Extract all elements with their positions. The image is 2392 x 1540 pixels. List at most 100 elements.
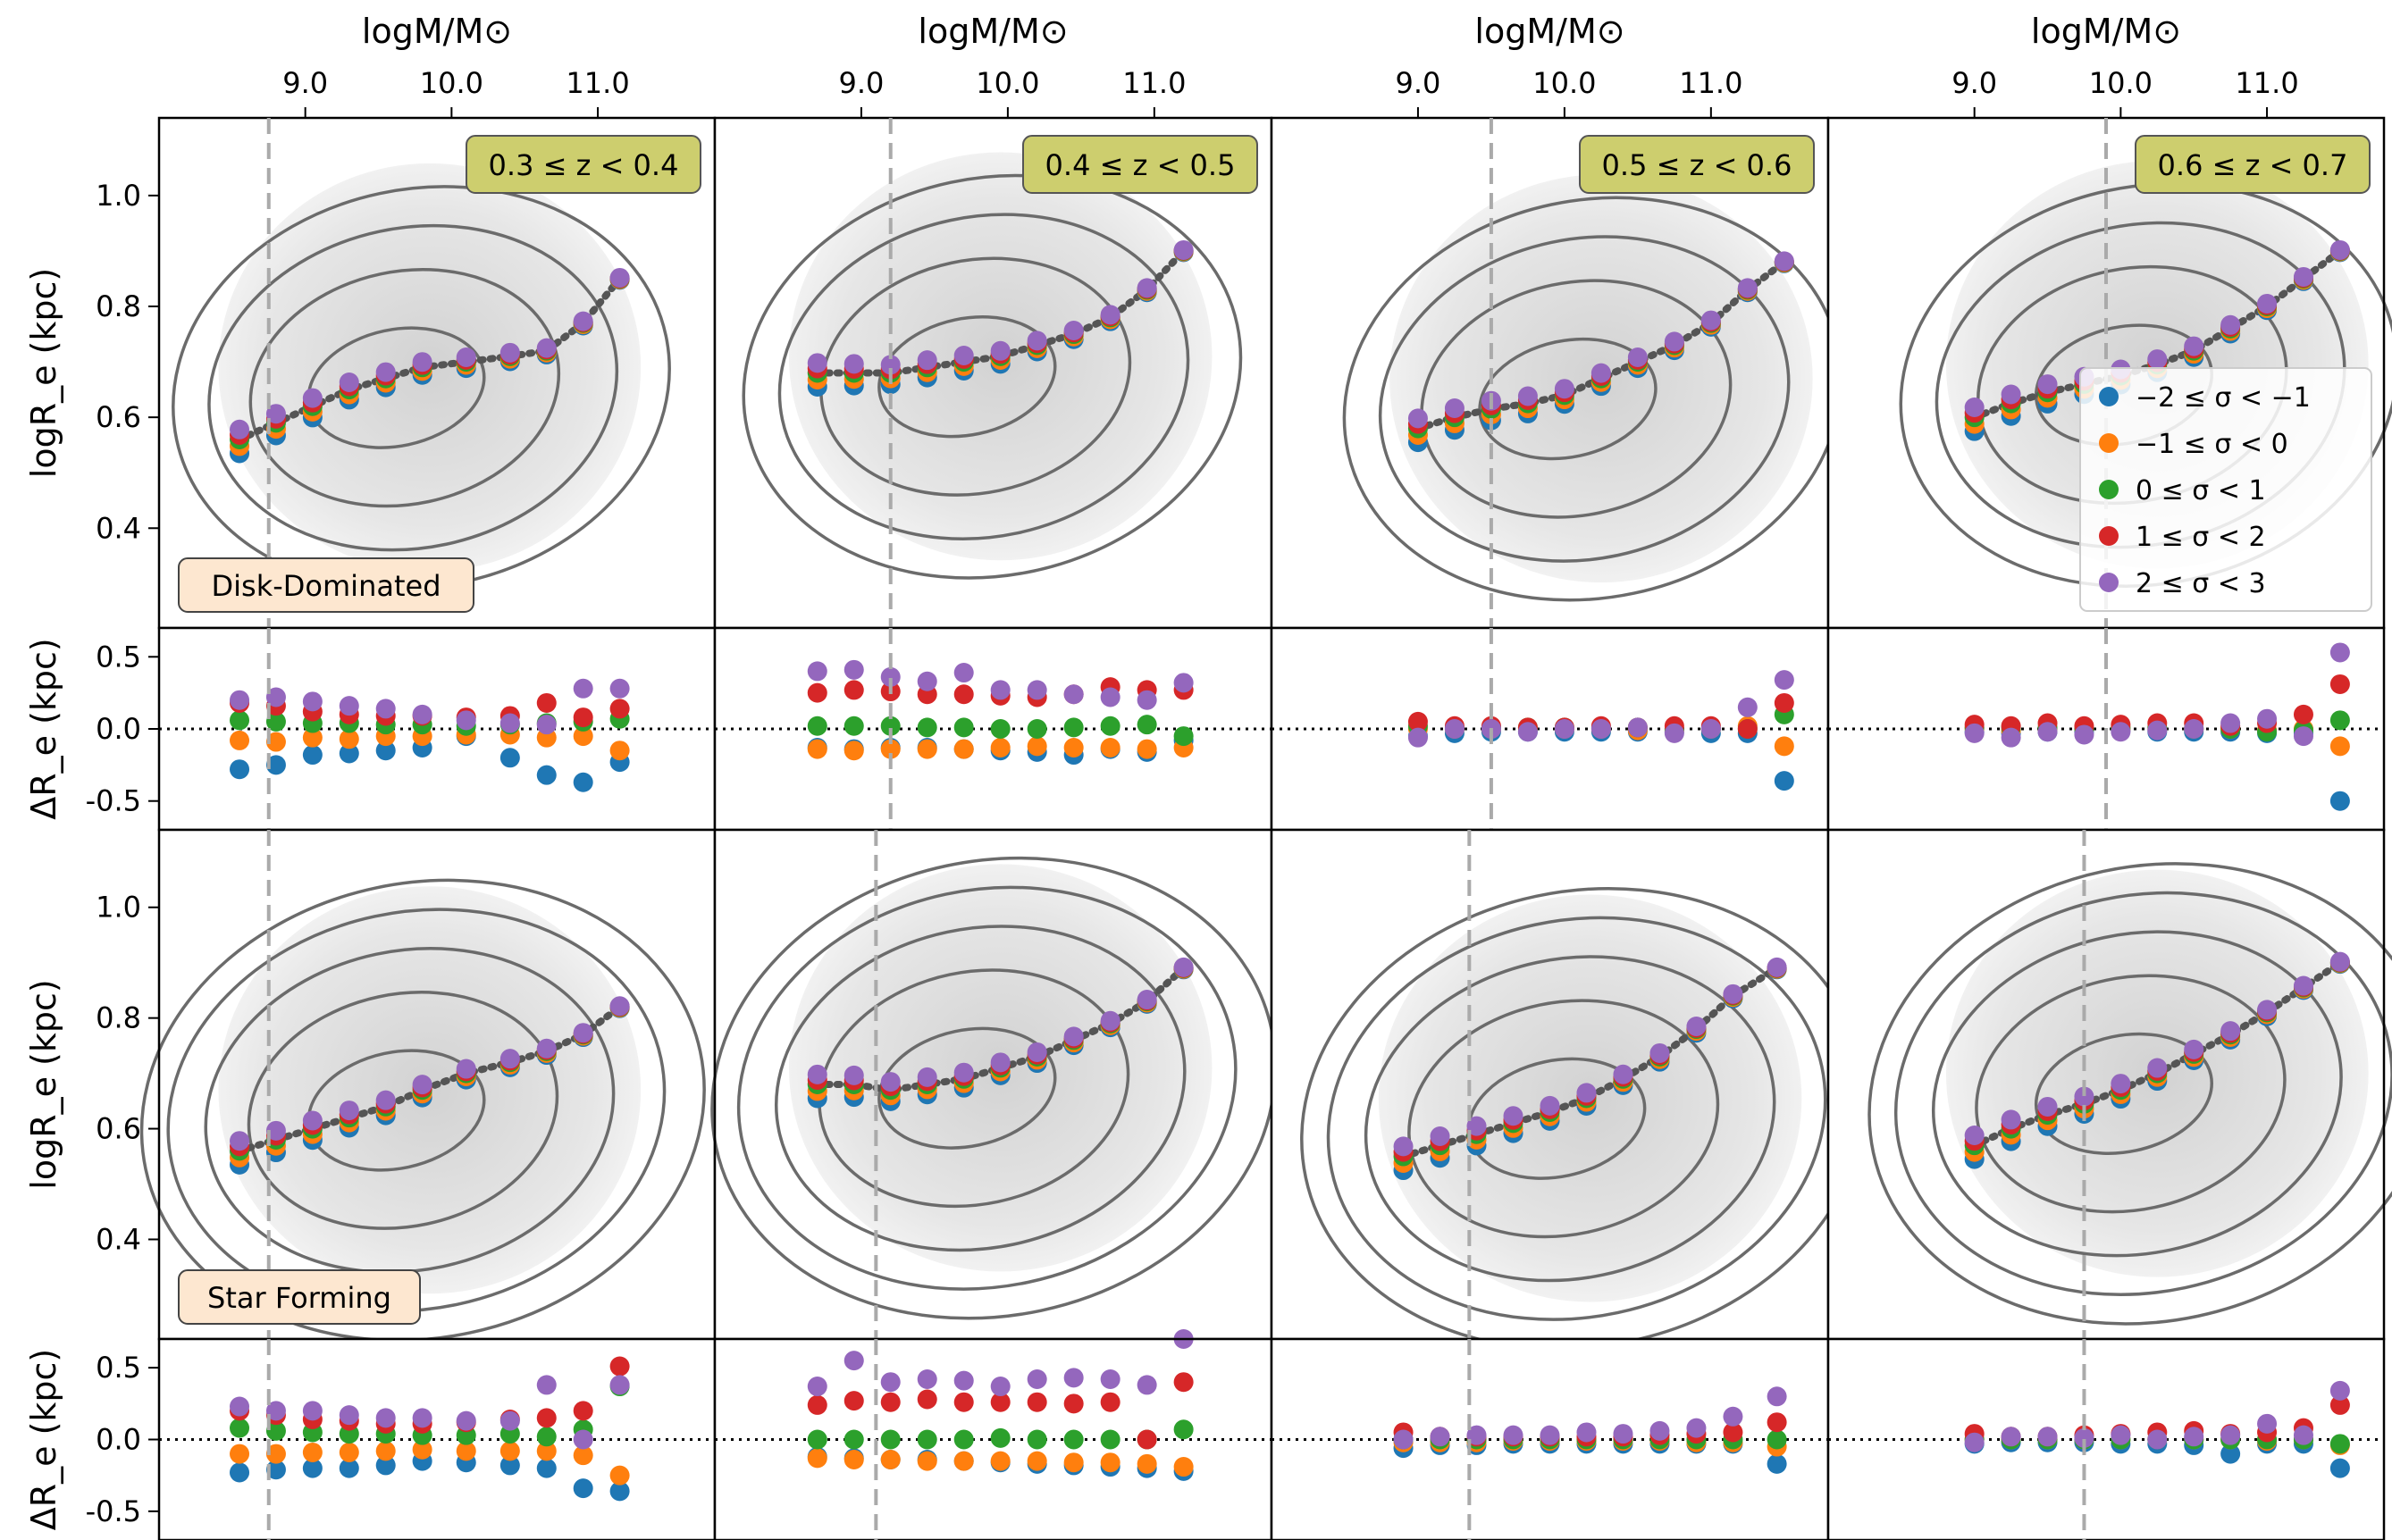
residual-point-sigma-m2 (375, 1455, 396, 1476)
y-axis-title: logR_e (kpc) (24, 979, 63, 1189)
data-point-sigma-2 (2037, 374, 2058, 395)
data-point-sigma-2 (1774, 251, 1794, 272)
residual-point-sigma-0 (1767, 1429, 1787, 1450)
residual-point-sigma-1 (843, 1391, 864, 1411)
residual-point-sigma-2 (2001, 727, 2021, 748)
residual-point-sigma-0 (807, 1429, 827, 1450)
residual-point-sigma-0 (880, 716, 901, 736)
residual-point-sigma-2 (953, 1370, 974, 1391)
residual-point-sigma-2 (2037, 1427, 2058, 1447)
panel-background (159, 628, 715, 830)
residual-point-sigma-0 (917, 717, 937, 738)
residual-point-sigma-m1 (2329, 736, 2350, 757)
data-point-sigma-2 (2293, 266, 2313, 287)
residual-point-sigma-1 (953, 684, 974, 705)
top-tick-label: 11.0 (1122, 66, 1186, 100)
top-tick-label: 10.0 (976, 66, 1039, 100)
main-panel (139, 828, 717, 1343)
residual-point-sigma-1 (917, 1389, 937, 1410)
residual-point-sigma-m1 (953, 1451, 974, 1471)
data-point-sigma-2 (2329, 239, 2350, 260)
residual-point-sigma-2 (573, 678, 593, 699)
residual-point-sigma-2 (2329, 642, 2350, 663)
residual-point-sigma-0 (843, 1429, 864, 1450)
residual-point-sigma-m2 (1767, 1453, 1787, 1474)
data-point-sigma-2 (2293, 975, 2313, 996)
residual-point-sigma-1 (1407, 711, 1428, 732)
data-point-sigma-2 (1554, 379, 1574, 399)
residual-point-sigma-m1 (990, 1451, 1011, 1471)
residual-point-sigma-m1 (230, 730, 250, 750)
data-point-sigma-2 (2074, 1086, 2094, 1107)
density-contour (877, 1026, 1057, 1150)
residual-point-sigma-2 (1027, 680, 1047, 700)
residual-point-sigma-0 (990, 719, 1011, 739)
data-point-sigma-2 (536, 1038, 557, 1059)
residual-point-sigma-2 (1964, 1432, 1985, 1452)
residual-point-sigma-1 (1723, 1422, 1743, 1443)
residual-point-sigma-m2 (1774, 771, 1794, 791)
data-point-sigma-2 (1063, 320, 1084, 340)
data-point-sigma-2 (917, 1067, 937, 1087)
residual-point-sigma-2 (265, 1401, 286, 1421)
residual-point-sigma-m1 (499, 1441, 520, 1461)
density-contour (1867, 862, 2392, 1326)
data-point-sigma-2 (2001, 384, 2021, 405)
residual-point-sigma-2 (1444, 719, 1465, 739)
data-point-sigma-2 (1540, 1095, 1560, 1116)
data-point-sigma-2 (1664, 331, 1684, 352)
residual-point-sigma-2 (807, 661, 827, 682)
residual-point-sigma-2 (990, 1377, 1011, 1397)
residual-point-sigma-0 (536, 1427, 557, 1447)
residual-panel (157, 626, 717, 832)
residual-point-sigma-m2 (499, 1455, 520, 1476)
residual-point-sigma-m1 (880, 739, 901, 759)
residual-point-sigma-m2 (536, 1458, 557, 1478)
panel-background (1272, 628, 1828, 830)
residual-point-sigma-m1 (230, 1444, 250, 1464)
density-contour (775, 925, 1187, 1252)
residual-point-sigma-2 (843, 659, 864, 680)
residual-point-sigma-2 (1137, 690, 1157, 710)
residual-point-sigma-2 (1554, 719, 1574, 739)
legend-marker (2099, 573, 2119, 592)
data-point-sigma-2 (2184, 1039, 2204, 1059)
main-panel (1270, 828, 1867, 1351)
residual-point-sigma-2 (302, 691, 323, 712)
residual-point-sigma-m1 (302, 1442, 323, 1462)
density-contour (742, 173, 1243, 580)
residual-point-sigma-2 (843, 1351, 864, 1371)
density-contour (204, 947, 616, 1274)
top-tick-label: 11.0 (1679, 66, 1742, 100)
residual-point-sigma-m2 (302, 1458, 323, 1478)
density-contour (1975, 974, 2287, 1214)
residual-point-sigma-2 (1063, 1368, 1084, 1388)
density-contour (819, 256, 1132, 497)
data-point-sigma-2 (1137, 990, 1157, 1010)
top-tick-label: 9.0 (1396, 66, 1441, 100)
residual-point-sigma-m2 (230, 1462, 250, 1483)
data-point-sigma-2 (230, 419, 250, 439)
residual-point-sigma-2 (302, 1401, 323, 1421)
y-tick-label: 0.5 (96, 1351, 141, 1385)
residual-point-sigma-2 (1964, 723, 1985, 743)
residual-point-sigma-m1 (1100, 737, 1120, 757)
y-tick-label: -0.5 (86, 784, 141, 818)
data-point-sigma-2 (456, 1059, 476, 1079)
residual-point-sigma-0 (230, 1418, 250, 1438)
main-panel (1826, 828, 2392, 1341)
density-contour (247, 991, 559, 1230)
residual-point-sigma-2 (1393, 1429, 1414, 1450)
data-point-sigma-2 (990, 340, 1011, 361)
residual-point-sigma-m1 (990, 737, 1011, 757)
residual-point-sigma-2 (1767, 1386, 1787, 1407)
residual-point-sigma-1 (536, 692, 557, 713)
main-panel (1270, 116, 1843, 630)
data-point-sigma-2 (1444, 398, 1465, 418)
residual-point-sigma-2 (499, 1410, 520, 1431)
residual-point-sigma-0 (880, 1429, 901, 1450)
residual-point-sigma-1 (609, 1356, 630, 1377)
data-point-sigma-2 (2111, 1074, 2131, 1094)
residual-point-sigma-2 (2184, 1427, 2204, 1447)
data-point-sigma-2 (499, 1049, 520, 1069)
